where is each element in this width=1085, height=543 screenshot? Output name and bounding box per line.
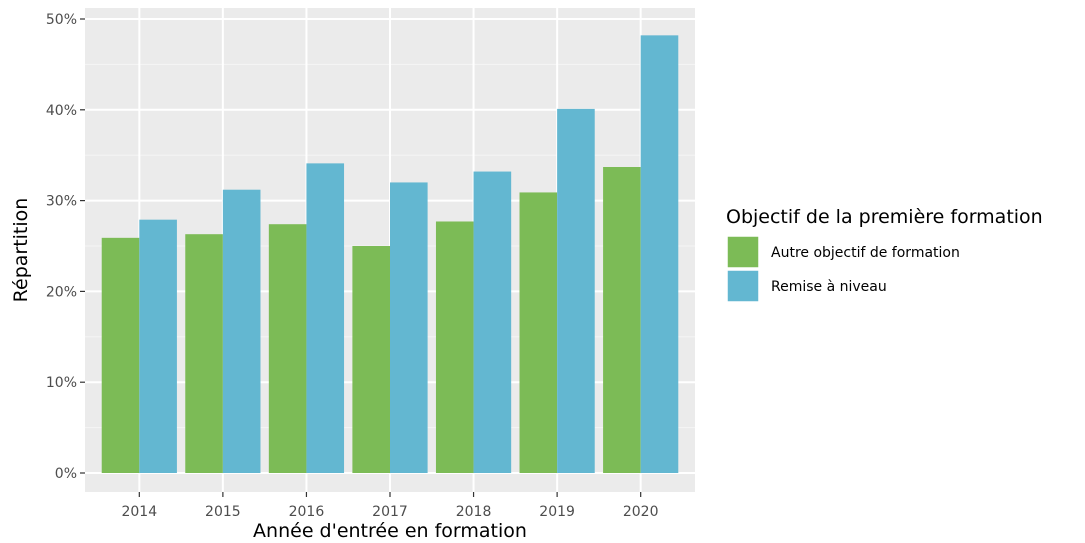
x-tick-label: 2014 [121, 504, 157, 520]
legend-items: Autre objectif de formation Remise à nive… [726, 235, 960, 303]
bar-2019-remise-a-niveau [557, 108, 595, 473]
x-tick-label: 2015 [205, 504, 241, 520]
bar-2014-remise-a-niveau [139, 219, 177, 473]
x-tick-label: 2019 [539, 504, 575, 520]
legend-label: Autre objectif de formation [771, 245, 960, 261]
bar-2018-remise-a-niveau [473, 171, 512, 473]
x-tick-label: 2018 [456, 504, 492, 520]
bar-2019-autre-objectif [519, 192, 558, 474]
bar-2020-remise-a-niveau [640, 35, 679, 474]
bar-2015-remise-a-niveau [222, 189, 261, 474]
x-tick-label: 2016 [289, 504, 325, 520]
bar-2017-autre-objectif [352, 246, 390, 473]
bar-2020-autre-objectif [603, 167, 641, 473]
x-tick-label: 2020 [623, 504, 659, 520]
x-axis: 2014 2015 2016 2017 2018 2019 2020 [121, 492, 659, 520]
y-axis: 0% 10% 20% 30% 40% 50% [46, 12, 85, 482]
bar-2017-remise-a-niveau [390, 182, 428, 473]
y-tick-label: 10% [46, 375, 77, 391]
bar-2018-autre-objectif [435, 221, 474, 473]
x-axis-title: Année d'entrée en formation [253, 520, 527, 542]
bar-2016-remise-a-niveau [306, 163, 345, 473]
y-tick-label: 0% [55, 466, 77, 482]
legend-swatch [726, 235, 760, 269]
legend-title: Objectif de la première formation [726, 206, 1043, 228]
bar-2014-autre-objectif [101, 237, 140, 473]
y-tick-label: 50% [46, 12, 77, 28]
legend-label: Remise à niveau [771, 279, 887, 295]
bars [101, 35, 679, 474]
y-tick-label: 40% [46, 103, 77, 119]
legend: Objectif de la première formation Autre … [726, 206, 1043, 303]
x-tick-label: 2017 [372, 504, 408, 520]
y-tick-label: 20% [46, 284, 77, 300]
y-axis-title: Répartition [10, 198, 32, 303]
bar-2015-autre-objectif [185, 234, 223, 473]
bar-2016-autre-objectif [268, 224, 307, 473]
legend-swatch [726, 269, 760, 303]
y-tick-label: 30% [46, 194, 77, 210]
